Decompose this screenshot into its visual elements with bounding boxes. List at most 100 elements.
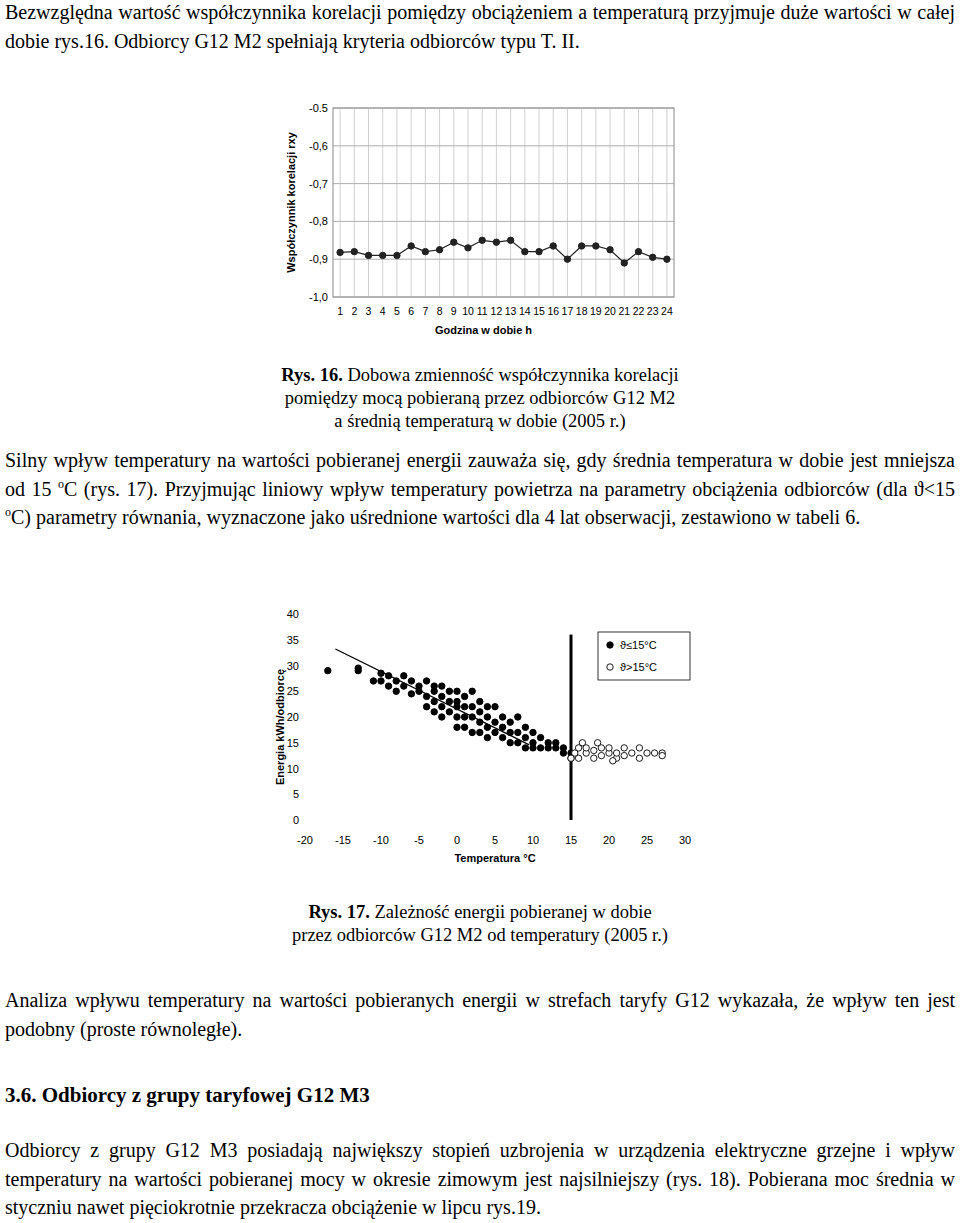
data-point (636, 755, 642, 761)
data-point (422, 248, 428, 254)
data-point (613, 750, 619, 756)
grid-line (567, 108, 568, 297)
grid-line (425, 108, 426, 297)
figure-caption: Rys. 17. Zależność energii pobieranej w … (0, 901, 960, 947)
data-point (484, 734, 490, 740)
data-point (591, 755, 597, 761)
tick-label: 5 (492, 834, 498, 846)
data-point (408, 678, 414, 684)
grid-line (524, 108, 525, 297)
legend-marker (607, 664, 613, 670)
data-point (493, 239, 499, 245)
data-point (499, 734, 505, 740)
tick-label: 8 (437, 305, 443, 317)
data-point (621, 260, 627, 266)
data-point (598, 752, 604, 758)
data-point (477, 709, 483, 715)
tick-label: 0 (454, 834, 460, 846)
tick-label: 30 (679, 834, 691, 846)
caption-text: Zależność energii pobieranej w dobie (375, 902, 652, 922)
data-point (461, 693, 467, 699)
plot-frame (333, 108, 674, 297)
grid-line (333, 145, 674, 146)
paragraph: Silny wpływ temperatury na wartości pobi… (5, 446, 955, 532)
tick-label: 15 (287, 737, 299, 749)
data-point (536, 248, 542, 254)
data-point (499, 724, 505, 730)
data-point (423, 678, 429, 684)
grid-line (382, 108, 383, 297)
tick-label: 3 (366, 305, 372, 317)
tick-label: -10 (373, 834, 389, 846)
tick-label: 35 (287, 634, 299, 646)
data-point (408, 691, 414, 697)
tick-label: 9 (451, 305, 457, 317)
data-point (553, 745, 559, 751)
data-point (385, 683, 391, 689)
data-point (380, 252, 386, 258)
chart-correlation: -1,0-0,9-0,8-0,7-0,6-0.51234567891011121… (285, 102, 674, 336)
data-point (606, 745, 612, 751)
legend-marker (607, 642, 613, 648)
data-point (492, 719, 498, 725)
data-point (351, 248, 357, 254)
tick-label: 13 (505, 305, 517, 317)
legend-label: ϑ>15°C (620, 661, 657, 673)
grid-line (439, 108, 440, 297)
data-point (325, 667, 331, 673)
threshold-line (570, 635, 573, 820)
tick-label: 24 (661, 305, 673, 317)
data-point (530, 729, 536, 735)
tick-label: 25 (287, 685, 299, 697)
data-point (439, 683, 445, 689)
grid-line (333, 259, 674, 260)
grid-line (333, 108, 674, 109)
tick-label: 19 (590, 305, 602, 317)
data-point (537, 745, 543, 751)
data-point (492, 729, 498, 735)
tick-label: 16 (547, 305, 559, 317)
data-point (484, 704, 490, 710)
grid-line (624, 108, 625, 297)
data-point (492, 704, 498, 710)
data-point (515, 729, 521, 735)
data-point (522, 734, 528, 740)
tick-label: -5 (414, 834, 424, 846)
caption-line: przez odbiorców G12 M2 od temperatury (2… (0, 924, 960, 947)
data-point (365, 252, 371, 258)
data-line (340, 240, 667, 263)
tick-label: 20 (604, 305, 616, 317)
section-heading: 3.6. Odbiorcy z grupy taryfowej G12 M3 (5, 1083, 370, 1108)
data-point (635, 248, 641, 254)
tick-label: 0 (293, 814, 299, 826)
data-point (530, 745, 536, 751)
grid-line (482, 108, 483, 297)
data-point (446, 688, 452, 694)
tick-label: 5 (293, 788, 299, 800)
data-point (621, 745, 627, 751)
caption-text: przez odbiorców G12 M2 od temperatury (2… (292, 925, 668, 945)
data-point (629, 750, 635, 756)
data-point (337, 249, 343, 255)
grid-line (340, 108, 341, 297)
grid-line (467, 108, 468, 297)
tick-label: 14 (519, 305, 531, 317)
data-point (370, 678, 376, 684)
data-point (454, 714, 460, 720)
grid-line (354, 108, 355, 297)
data-point (446, 709, 452, 715)
data-point (537, 734, 543, 740)
data-point (469, 688, 475, 694)
data-point (423, 704, 429, 710)
data-point (378, 678, 384, 684)
data-point (461, 714, 467, 720)
data-point (465, 245, 471, 251)
data-point (479, 237, 485, 243)
caption-line: Rys. 16. Dobowa zmienność współczynnika … (0, 364, 960, 387)
tick-label: -20 (297, 834, 313, 846)
tick-label: 12 (491, 305, 503, 317)
data-point (431, 709, 437, 715)
grid-line (333, 297, 674, 298)
data-point (507, 740, 513, 746)
grid-line (652, 108, 653, 297)
